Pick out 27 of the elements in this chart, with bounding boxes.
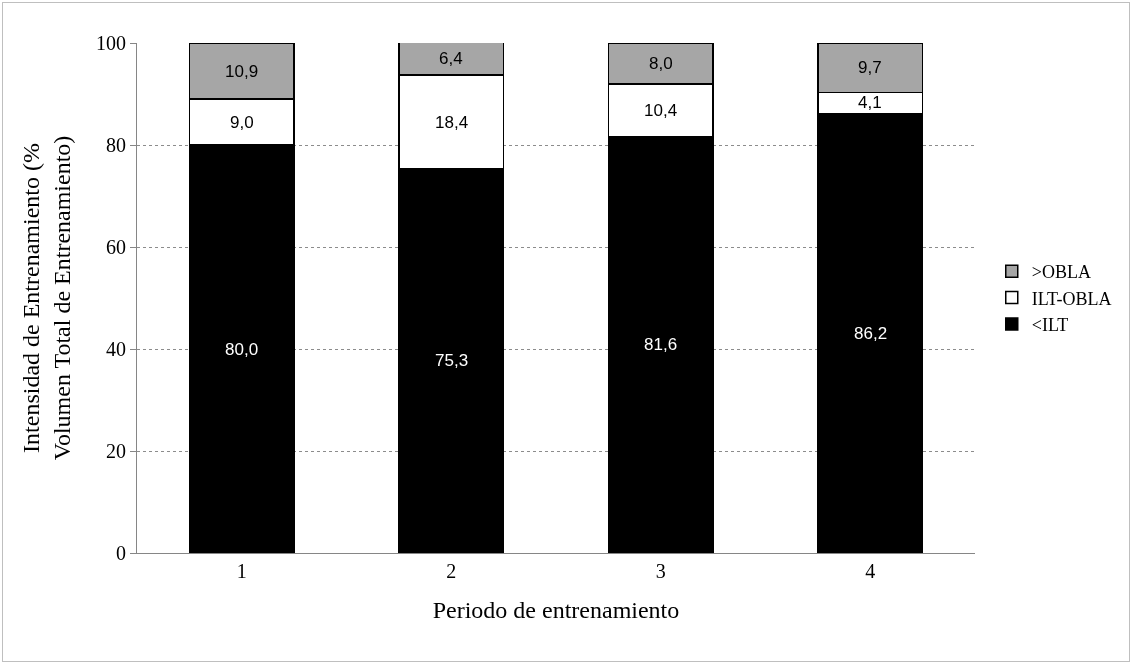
x-tick-label: 1: [236, 560, 247, 582]
data-label: 8,0: [649, 54, 673, 73]
x-axis-title: Periodo de entrenamiento: [432, 597, 680, 624]
data-label: 75,3: [435, 351, 469, 370]
y-tick-label: 40: [106, 338, 126, 360]
y-tick-label: 60: [106, 236, 126, 258]
data-label: 9,7: [858, 58, 882, 77]
legend-label: <ILT: [1031, 315, 1069, 336]
x-tick-label: 2: [446, 560, 457, 582]
data-label: 86,2: [854, 324, 888, 343]
x-tick-label: 3: [655, 560, 666, 582]
y-tick-label: 80: [106, 134, 126, 156]
x-tick-label: 4: [865, 560, 876, 582]
legend-label: ILT-OBLA: [1031, 288, 1112, 309]
data-label: 10,9: [225, 62, 259, 81]
data-label: 4,1: [858, 93, 882, 112]
data-label: 18,4: [435, 113, 469, 132]
legend-label: >OBLA: [1031, 262, 1091, 283]
y-axis-title: Intensidad de Entrenamiento (% Volumen Total de Entrenamiento): [17, 135, 76, 461]
y-tick-label: 100: [96, 32, 126, 54]
data-label: 9,0: [230, 113, 254, 132]
data-label: 81,6: [644, 335, 678, 354]
data-label: 80,0: [225, 340, 259, 359]
y-tick-label: 20: [106, 440, 126, 462]
y-tick-label: 0: [116, 542, 126, 564]
data-label: 6,4: [439, 49, 463, 68]
data-label: 10,4: [644, 101, 678, 120]
